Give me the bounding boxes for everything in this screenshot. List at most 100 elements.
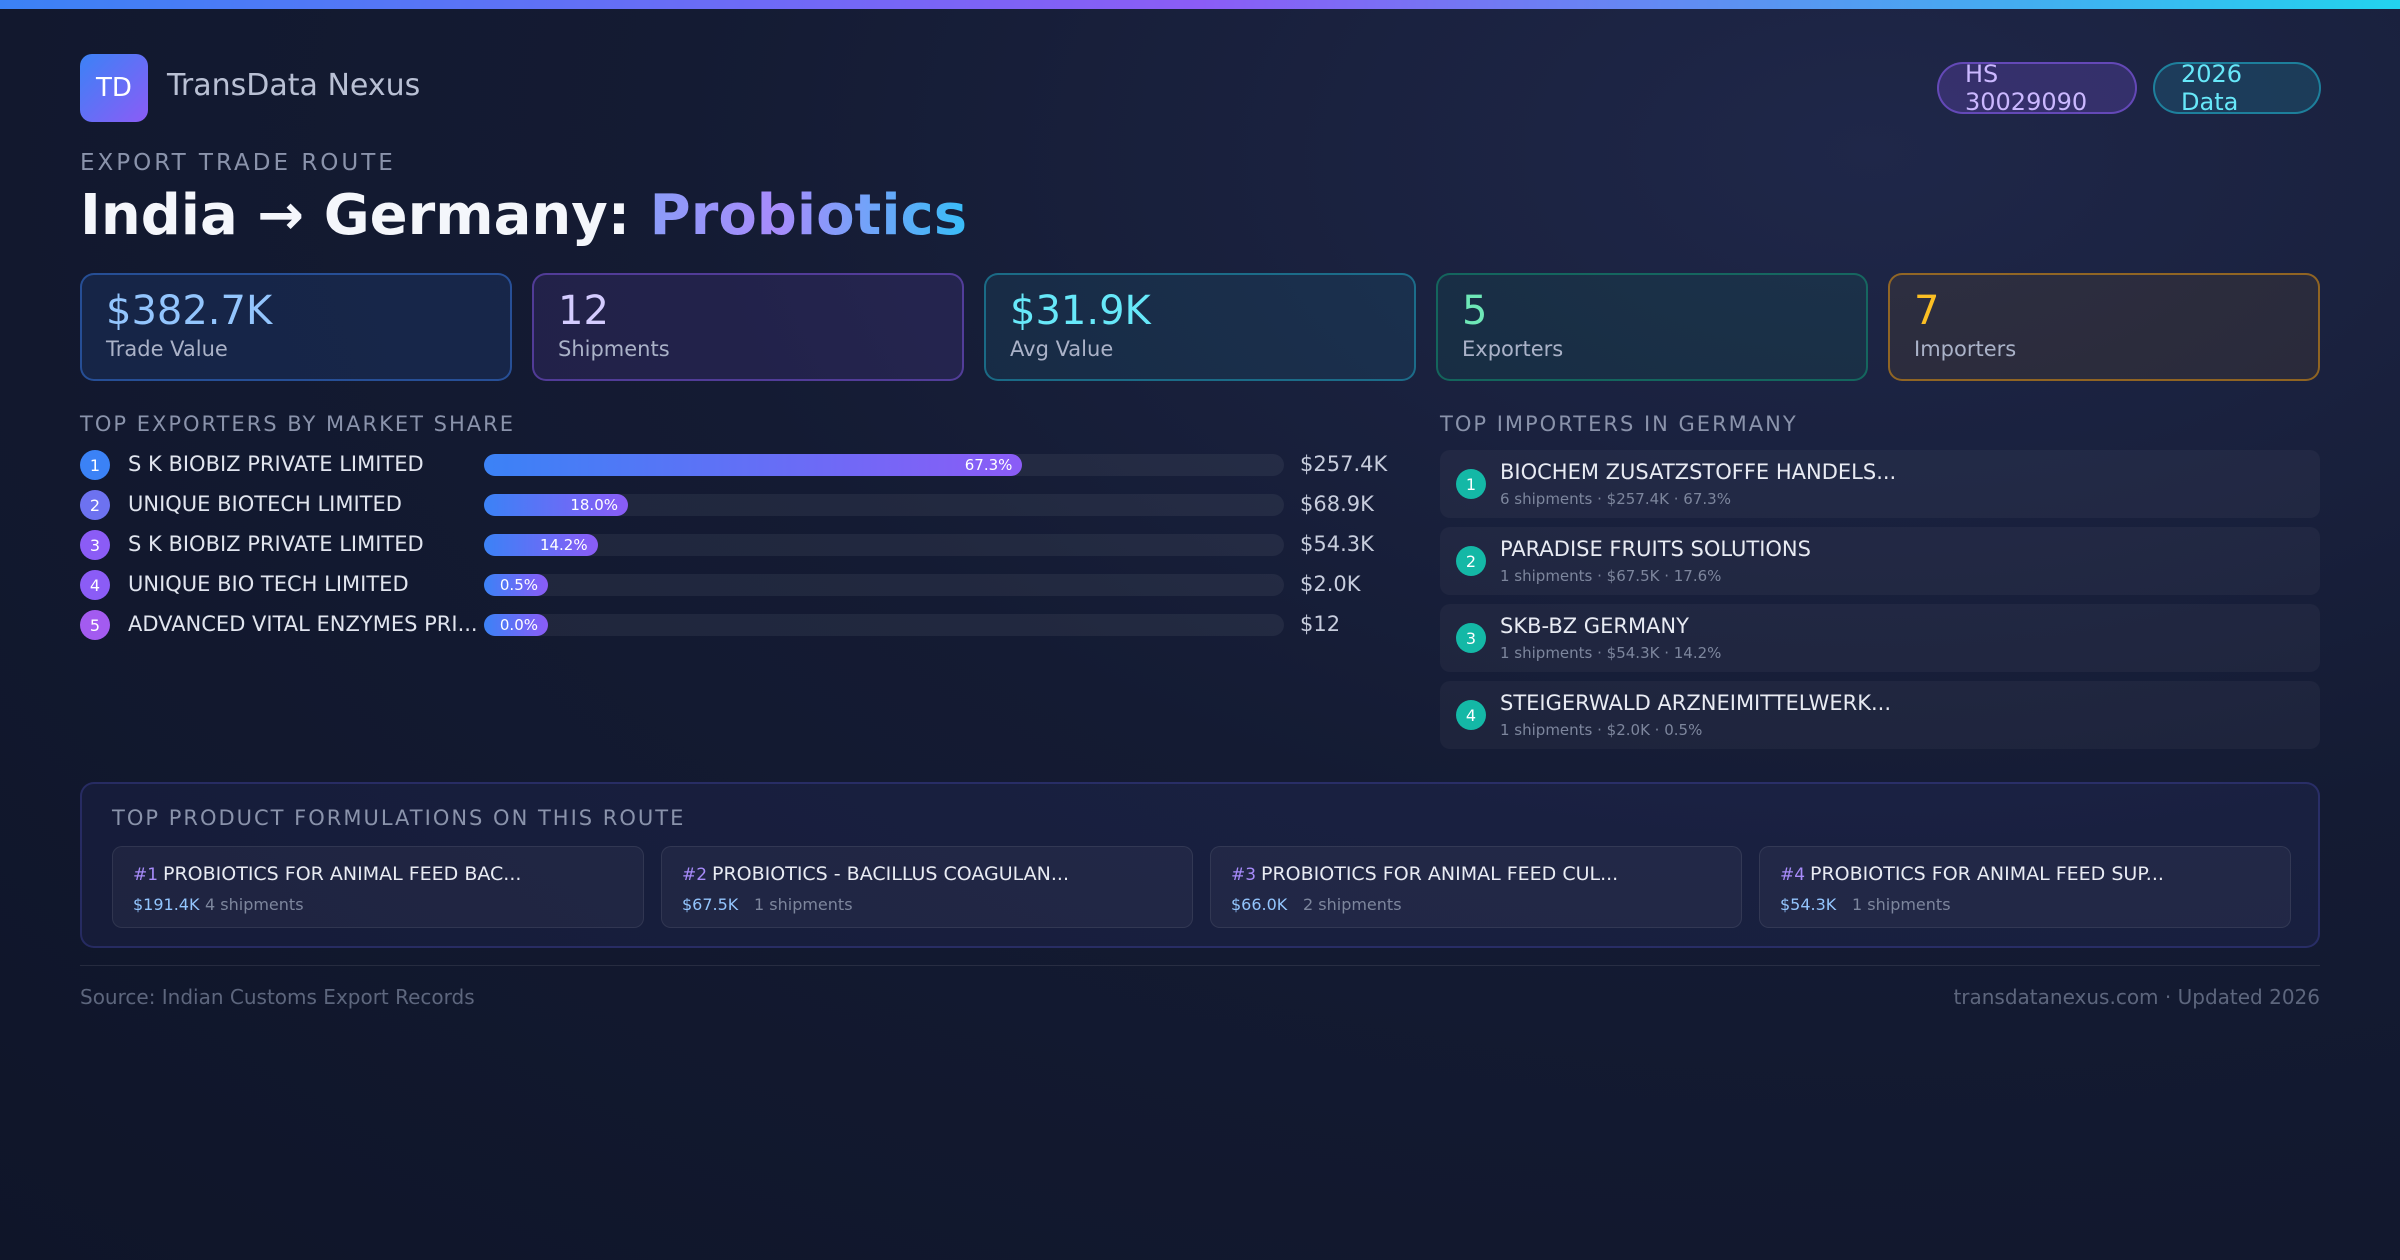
footer-site-link[interactable]: transdatanexus.com · Updated 2026 (1953, 985, 2320, 1009)
exporter-share-bar: 18.0% (484, 494, 628, 516)
exporter-row[interactable]: 4 UNIQUE BIO TECH LIMITED 0.5% $2.0K (80, 570, 1410, 600)
exporter-name: UNIQUE BIO TECH LIMITED (128, 572, 409, 596)
exporter-share-bar: 14.2% (484, 534, 598, 556)
exporter-name: S K BIOBIZ PRIVATE LIMITED (128, 452, 424, 476)
page-title: India → Germany: Probiotics (80, 183, 967, 248)
exporter-share-percent: 14.2% (539, 536, 588, 554)
importer-rank-badge: 3 (1456, 623, 1486, 653)
exporter-share-track: 14.2% (484, 534, 1284, 556)
importer-card[interactable]: 1 BIOCHEM ZUSATZSTOFFE HANDELS... 6 ship… (1440, 450, 2320, 518)
top-accent-bar (0, 0, 2400, 9)
stat-card-avg-value: $31.9K Avg Value (984, 273, 1416, 381)
exporter-share-track: 18.0% (484, 494, 1284, 516)
exporter-rank-badge: 5 (80, 610, 110, 640)
brand-logo[interactable]: TD (80, 54, 148, 122)
brand-name[interactable]: TransData Nexus (167, 68, 421, 103)
formulation-rank: #1 (133, 865, 159, 885)
route-title-prefix: India → Germany: (80, 183, 650, 248)
stat-value: 7 (1914, 288, 1940, 334)
exporter-share-bar: 67.3% (484, 454, 1023, 476)
exporter-share-percent: 0.0% (499, 616, 538, 634)
exporter-row[interactable]: 5 ADVANCED VITAL ENZYMES PRI... 0.0% $12 (80, 610, 1410, 640)
importer-name: PARADISE FRUITS SOLUTIONS (1500, 537, 1811, 561)
importer-name: SKB-BZ GERMANY (1500, 614, 1689, 638)
exporter-share-bar: 0.5% (484, 574, 548, 596)
exporter-rank-badge: 1 (80, 450, 110, 480)
formulations-section-title: TOP PRODUCT FORMULATIONS ON THIS ROUTE (112, 806, 686, 830)
formulation-card[interactable]: #1 PROBIOTICS FOR ANIMAL FEED BAC... $19… (112, 846, 644, 928)
stat-value: 5 (1462, 288, 1488, 334)
importer-rank-badge: 1 (1456, 469, 1486, 499)
stat-card-importers: 7 Importers (1888, 273, 2320, 381)
formulation-value: $66.0K (1231, 895, 1288, 914)
stat-label: Avg Value (1010, 337, 1114, 361)
exporter-share-percent: 0.5% (499, 576, 538, 594)
formulation-card[interactable]: #3 PROBIOTICS FOR ANIMAL FEED CUL... $66… (1210, 846, 1742, 928)
formulation-rank: #4 (1780, 865, 1806, 885)
formulation-name: PROBIOTICS FOR ANIMAL FEED BAC... (163, 863, 522, 885)
stat-label: Importers (1914, 337, 2017, 361)
exporter-name: UNIQUE BIOTECH LIMITED (128, 492, 402, 516)
exporter-row[interactable]: 2 UNIQUE BIOTECH LIMITED 18.0% $68.9K (80, 490, 1410, 520)
importer-rank-badge: 2 (1456, 546, 1486, 576)
importer-detail: 1 shipments · $54.3K · 14.2% (1500, 644, 1722, 662)
data-year-badge: 2026 Data (2153, 60, 2321, 116)
stat-value: $382.7K (106, 288, 273, 334)
formulation-card[interactable]: #2 PROBIOTICS - BACILLUS COAGULAN... $67… (661, 846, 1193, 928)
formulation-shipments: 1 shipments (1852, 895, 1951, 914)
footer-divider (80, 965, 2320, 966)
footer-source: Source: Indian Customs Export Records (80, 985, 475, 1009)
importers-section-title: TOP IMPORTERS IN GERMANY (1440, 412, 1798, 436)
route-eyebrow: EXPORT TRADE ROUTE (80, 150, 396, 176)
importer-name: STEIGERWALD ARZNEIMITTELWERK... (1500, 691, 1892, 715)
importer-detail: 6 shipments · $257.4K · 67.3% (1500, 490, 1731, 508)
exporter-share-percent: 18.0% (570, 496, 618, 514)
exporter-share-track: 0.0% (484, 614, 1284, 636)
formulation-shipments: 1 shipments (754, 895, 853, 914)
stat-card-trade-value: $382.7K Trade Value (80, 273, 512, 381)
hs-code-badge: HS 30029090 (1937, 60, 2137, 116)
formulations-panel: TOP PRODUCT FORMULATIONS ON THIS ROUTE #… (80, 782, 2320, 948)
exporters-section-title: TOP EXPORTERS BY MARKET SHARE (80, 412, 516, 436)
formulation-value: $191.4K (133, 895, 200, 914)
exporter-name: S K BIOBIZ PRIVATE LIMITED (128, 532, 424, 556)
stat-label: Exporters (1462, 337, 1564, 361)
formulation-rank: #3 (1231, 865, 1257, 885)
exporter-value: $257.4K (1300, 452, 1388, 476)
exporter-value: $54.3K (1300, 532, 1374, 556)
formulation-card[interactable]: #4 PROBIOTICS FOR ANIMAL FEED SUP... $54… (1759, 846, 2291, 928)
formulation-shipments: 2 shipments (1303, 895, 1402, 914)
formulation-name: PROBIOTICS FOR ANIMAL FEED CUL... (1261, 863, 1619, 885)
importer-card[interactable]: 2 PARADISE FRUITS SOLUTIONS 1 shipments … (1440, 527, 2320, 595)
formulation-name: PROBIOTICS FOR ANIMAL FEED SUP... (1810, 863, 2164, 885)
importer-card[interactable]: 4 STEIGERWALD ARZNEIMITTELWERK... 1 ship… (1440, 681, 2320, 749)
importer-rank-badge: 4 (1456, 700, 1486, 730)
exporter-value: $68.9K (1300, 492, 1374, 516)
exporter-rank-badge: 3 (80, 530, 110, 560)
exporter-share-track: 67.3% (484, 454, 1284, 476)
stat-value: $31.9K (1010, 288, 1151, 334)
exporter-rank-badge: 4 (80, 570, 110, 600)
formulation-value: $67.5K (682, 895, 739, 914)
exporter-share-bar: 0.0% (484, 614, 548, 636)
exporter-row[interactable]: 3 S K BIOBIZ PRIVATE LIMITED 14.2% $54.3… (80, 530, 1410, 560)
exporter-name: ADVANCED VITAL ENZYMES PRI... (128, 612, 478, 636)
exporter-share-percent: 67.3% (964, 456, 1013, 474)
stat-value: 12 (558, 288, 609, 334)
importer-detail: 1 shipments · $67.5K · 17.6% (1500, 567, 1722, 585)
exporter-row[interactable]: 1 S K BIOBIZ PRIVATE LIMITED 67.3% $257.… (80, 450, 1410, 480)
stat-card-exporters: 5 Exporters (1436, 273, 1868, 381)
importer-card[interactable]: 3 SKB-BZ GERMANY 1 shipments · $54.3K · … (1440, 604, 2320, 672)
formulation-shipments: 4 shipments (205, 895, 304, 914)
formulation-rank: #2 (682, 865, 708, 885)
stat-card-shipments: 12 Shipments (532, 273, 964, 381)
formulation-name: PROBIOTICS - BACILLUS COAGULAN... (712, 863, 1070, 885)
exporter-value: $12 (1300, 612, 1341, 636)
formulation-value: $54.3K (1780, 895, 1837, 914)
importer-name: BIOCHEM ZUSATZSTOFFE HANDELS... (1500, 460, 1897, 484)
stat-label: Shipments (558, 337, 670, 361)
exporter-rank-badge: 2 (80, 490, 110, 520)
importer-detail: 1 shipments · $2.0K · 0.5% (1500, 721, 1703, 739)
exporter-value: $2.0K (1300, 572, 1361, 596)
stat-label: Trade Value (106, 337, 228, 361)
